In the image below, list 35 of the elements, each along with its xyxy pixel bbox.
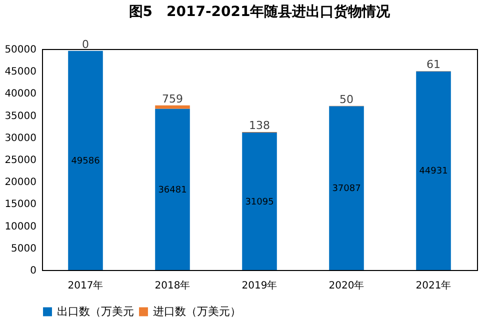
x-tick-label: 2020年 xyxy=(328,280,364,292)
bar xyxy=(68,50,103,270)
data-label: 44931 xyxy=(419,166,448,177)
y-tick-label: 45000 xyxy=(4,66,36,78)
y-tick-label: 15000 xyxy=(4,199,36,210)
y-tick-label: 5000 xyxy=(11,243,36,254)
data-label: 759 xyxy=(162,92,183,106)
y-tick-label: 30000 xyxy=(4,132,36,144)
y-tick-label: 35000 xyxy=(4,110,36,122)
data-label: 37087 xyxy=(332,184,361,194)
y-tick-label: 25000 xyxy=(4,155,36,166)
y-tick-label: 0 xyxy=(30,266,36,276)
data-label: 50 xyxy=(340,92,354,106)
bar xyxy=(155,105,190,109)
data-label: 31095 xyxy=(245,197,274,208)
x-tick-label: 2021年 xyxy=(416,280,452,292)
y-tick-label: 40000 xyxy=(4,88,36,100)
y-tick-label: 20000 xyxy=(4,177,36,188)
data-label: 138 xyxy=(249,118,270,132)
bar xyxy=(155,108,190,270)
legend-label: 出口数（万美元 xyxy=(57,304,134,318)
y-tick-label: 10000 xyxy=(4,221,36,232)
data-label: 36481 xyxy=(158,185,187,196)
data-label: 61 xyxy=(426,58,440,72)
x-tick-label: 2019年 xyxy=(242,280,278,292)
bar xyxy=(329,106,364,270)
data-label: 0 xyxy=(82,38,89,51)
x-tick-label: 2017年 xyxy=(68,280,104,292)
bar xyxy=(242,132,277,270)
x-tick-label: 2018年 xyxy=(154,280,190,292)
chart-title: 图5 2017-2021年随县进出口货物情况 xyxy=(128,4,392,20)
y-tick-label: 50000 xyxy=(4,44,36,56)
data-label: 49586 xyxy=(71,156,100,166)
bar xyxy=(416,71,451,270)
legend-label: 进口数（万美元） xyxy=(153,304,241,318)
